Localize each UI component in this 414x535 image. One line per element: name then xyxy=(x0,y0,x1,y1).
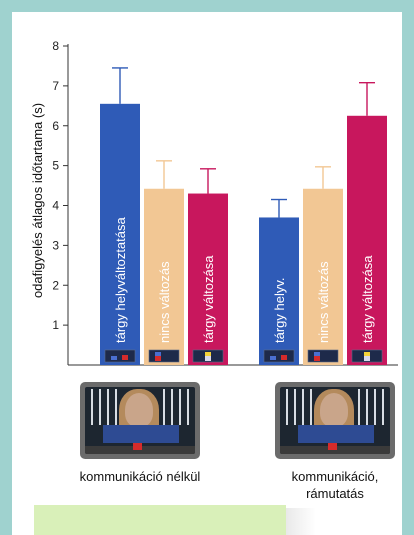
y-tick-label-4: 4 xyxy=(52,199,59,213)
stimulus-thumbnail-pointing xyxy=(275,382,395,459)
y-tick-label-5: 5 xyxy=(52,159,59,173)
figure-panel: 1 2 3 4 5 6 7 8 odafigyelés átlagos időtartama (… xyxy=(12,12,402,535)
icon-token-a-g1-b3 xyxy=(205,352,211,356)
icon-token-b-g1-b1 xyxy=(122,355,128,360)
y-tick-label-7: 7 xyxy=(52,79,59,93)
y-tick-label-6: 6 xyxy=(52,119,59,133)
stimulus-icon-g2-b1 xyxy=(263,349,295,363)
icon-token-b-g2-b2 xyxy=(314,356,320,361)
bar-g2-b2 xyxy=(303,188,343,365)
stimulus-icon-g1-b2 xyxy=(148,349,180,363)
video-still xyxy=(85,387,195,454)
stimulus-icon-g2-b2 xyxy=(307,349,339,363)
note-box xyxy=(34,505,286,535)
icon-token-a-g2-b1 xyxy=(270,356,276,360)
icon-token-b-g1-b2 xyxy=(155,356,161,361)
icon-token-a-g1-b1 xyxy=(111,356,117,360)
video-still xyxy=(280,387,390,454)
bar-g2-b3 xyxy=(347,115,387,365)
y-tick-label-3: 3 xyxy=(52,238,59,252)
bar-label-g1-b1: tárgy helyváltoztatása xyxy=(113,216,128,343)
y-axis-label: odafigyelés átlagos időtartama (s) xyxy=(30,103,45,298)
caption-pointing: kommunikáció, rámutatás xyxy=(250,468,414,502)
bar-g1-b3 xyxy=(188,193,228,365)
bar-label-g2-b3: tárgy változása xyxy=(360,255,375,343)
bar-label-g2-b2: nincs változás xyxy=(316,261,331,343)
bar-g1-b1 xyxy=(100,103,140,365)
stimulus-icon-g1-b1 xyxy=(104,349,136,363)
icon-token-b-g1-b3 xyxy=(205,356,211,361)
caption-pointing-line2: rámutatás xyxy=(306,486,364,501)
y-tick-label-2: 2 xyxy=(52,278,59,292)
icon-token-a-g1-b2 xyxy=(155,352,161,356)
y-tick-label-8: 8 xyxy=(52,39,59,53)
caption-no-communication: kommunikáció nélkül xyxy=(79,469,201,484)
bar-g1-b2 xyxy=(144,188,184,365)
bar-label-g2-b1: tárgy helyv. xyxy=(272,277,287,343)
icon-token-a-g2-b3 xyxy=(364,352,370,356)
caption-pointing-line1: kommunikáció, xyxy=(291,469,379,484)
bar-chart: 1 2 3 4 5 6 7 8 odafigyelés átlagos időtartama (… xyxy=(30,39,398,366)
y-tick-label-1: 1 xyxy=(52,318,59,332)
stimulus-thumbnail-no-communication xyxy=(80,382,200,459)
icon-token-b-g2-b3 xyxy=(364,356,370,361)
note-box-shadow xyxy=(286,508,316,535)
bar-label-g1-b2: nincs változás xyxy=(157,261,172,343)
icon-token-b-g2-b1 xyxy=(281,355,287,360)
bar-label-g1-b3: tárgy változása xyxy=(201,255,216,343)
icon-token-a-g2-b2 xyxy=(314,352,320,356)
bar-g2-b1 xyxy=(259,217,299,365)
